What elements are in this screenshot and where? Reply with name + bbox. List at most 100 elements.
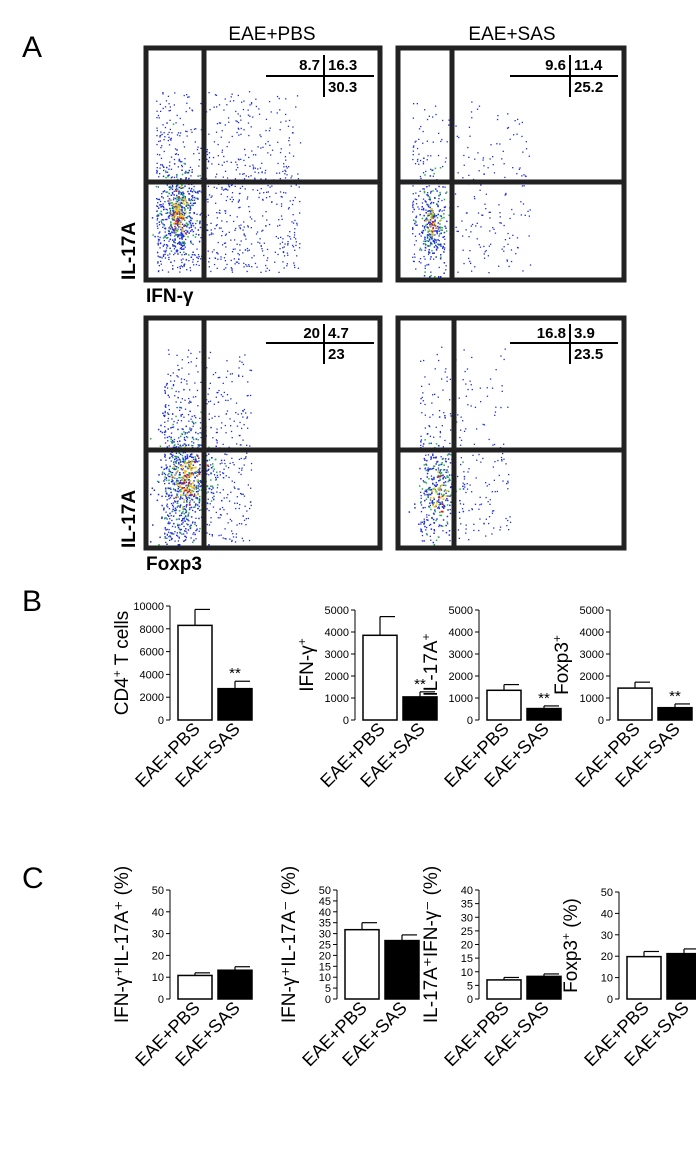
flow-dot	[465, 395, 467, 397]
flow-dot	[219, 474, 221, 476]
flow-dot	[162, 175, 165, 178]
flow-dot	[178, 544, 181, 546]
flow-dot	[449, 509, 451, 511]
flow-dot	[160, 466, 163, 469]
flow-dot	[214, 228, 216, 230]
flow-dot	[244, 188, 246, 190]
flow-dot	[450, 494, 452, 496]
flow-dot	[446, 497, 448, 500]
flow-dot	[206, 508, 208, 510]
flow-dot	[431, 501, 433, 504]
flow-dot	[183, 520, 185, 522]
flow-dot	[432, 216, 435, 218]
flow-dot	[442, 498, 445, 501]
flow-dot	[176, 500, 178, 503]
flow-dot	[228, 185, 230, 187]
flow-dot	[163, 150, 165, 153]
flow-dot	[167, 229, 170, 232]
flow-dot	[164, 455, 166, 457]
flow-dot	[420, 529, 423, 531]
flow-dot	[231, 201, 233, 203]
flow-dot	[430, 192, 432, 194]
flow-dot	[218, 415, 220, 418]
flow-dot	[495, 406, 497, 408]
flow-dot	[170, 440, 172, 443]
flow-dot	[449, 442, 451, 445]
flow-plot-frame	[395, 45, 627, 283]
flow-dot	[230, 161, 232, 163]
flow-dot	[428, 487, 430, 489]
flow-dot	[181, 216, 184, 219]
flow-dot	[423, 219, 426, 222]
flow-dot	[206, 455, 208, 457]
flow-dot	[247, 109, 249, 111]
flow-dot	[254, 167, 256, 169]
flow-dot	[439, 223, 441, 225]
y-axis-label: IL-17A⁺IFN-γ⁻ (%)	[421, 866, 442, 1023]
flow-dot	[232, 199, 234, 201]
flow-dot	[190, 468, 193, 470]
flow-dot	[170, 225, 172, 227]
flow-dot	[270, 111, 272, 113]
flow-dot	[159, 231, 161, 233]
flow-dot	[440, 463, 443, 466]
flow-dot	[420, 495, 422, 497]
flow-dot	[195, 365, 197, 367]
flow-dot	[443, 248, 446, 251]
flow-dot	[267, 140, 269, 143]
flow-dot	[178, 158, 181, 161]
flow-dot	[428, 214, 430, 216]
flow-dot	[239, 504, 241, 506]
flow-dot	[189, 230, 192, 232]
flow-dot	[169, 188, 171, 191]
flow-dot	[170, 436, 172, 439]
flow-dot	[172, 446, 175, 448]
flow-dot	[468, 539, 470, 541]
flow-dot	[183, 443, 185, 445]
flow-dot	[196, 470, 199, 472]
flow-dot	[433, 478, 435, 480]
flow-dot	[168, 168, 170, 170]
flow-dot	[181, 238, 183, 240]
flow-dot	[418, 523, 420, 525]
flow-dot	[421, 488, 424, 490]
flow-dot	[243, 178, 246, 180]
flow-dot	[183, 378, 186, 381]
flow-dot	[189, 389, 191, 391]
flow-dot	[250, 487, 252, 489]
flow-dot	[442, 494, 445, 497]
flow-dot	[292, 244, 294, 247]
flow-dot	[187, 515, 189, 518]
flow-dot	[428, 225, 431, 228]
flow-dot	[432, 221, 434, 223]
flow-dot	[199, 422, 202, 424]
flow-dot	[191, 498, 193, 500]
flow-dot	[251, 266, 253, 268]
flow-dot	[428, 185, 430, 187]
flow-dot	[436, 500, 439, 502]
flow-dot	[189, 219, 192, 222]
bar	[657, 706, 693, 721]
flow-dot	[255, 105, 258, 108]
flow-dot	[171, 207, 174, 209]
flow-dot	[222, 443, 224, 445]
flow-dot	[177, 178, 179, 181]
flow-dot	[434, 368, 436, 370]
flow-dot	[178, 233, 180, 236]
flow-dot	[207, 214, 210, 216]
flow-dot	[178, 206, 181, 208]
flow-dot	[250, 103, 253, 105]
flow-dot	[464, 370, 466, 373]
flow-dot	[245, 518, 247, 520]
flow-dot	[159, 173, 161, 175]
flow-dot	[221, 235, 223, 237]
flow-dot	[168, 256, 170, 259]
flow-dot	[421, 521, 424, 523]
flow-dot	[436, 203, 438, 206]
flow-dot	[164, 415, 166, 418]
flow-dot	[294, 219, 296, 222]
flow-dot	[427, 194, 429, 196]
flow-dot	[171, 191, 174, 194]
flow-dot	[188, 199, 190, 201]
flow-dot	[171, 132, 173, 134]
